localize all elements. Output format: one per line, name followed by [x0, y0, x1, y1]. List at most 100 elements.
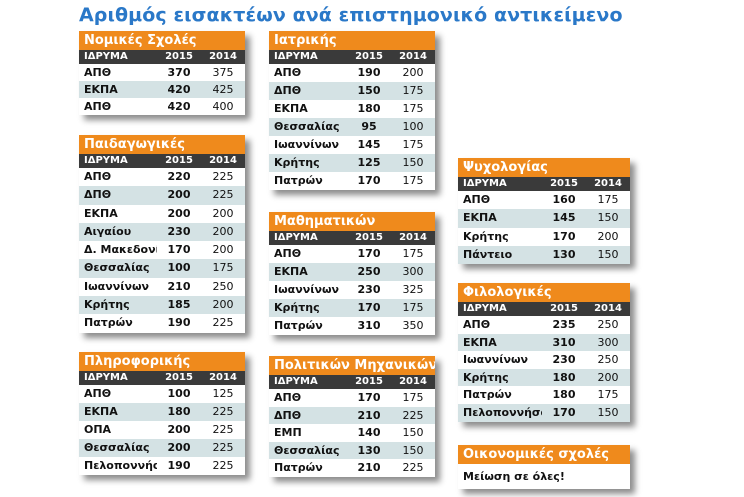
- column-header-row: ΙΔΡΥΜΑ 2015 2014: [269, 231, 435, 245]
- cell-2014: 400: [212, 100, 234, 113]
- table-row: Πατρών 210 225: [269, 459, 435, 477]
- table-row: ΔΠΘ 200 225: [79, 186, 245, 205]
- box-oikonomikes: Οικονομικές σχολές Μείωση σε όλες!: [458, 445, 630, 489]
- table-row: Ιωαννίνων 145 175: [269, 136, 435, 154]
- table-row: Ιωαννίνων 230 250: [458, 351, 630, 369]
- cell-institution: ΑΠΘ: [84, 170, 112, 183]
- table-nomikes: Νομικές Σχολές ΙΔΡΥΜΑ 2015 2014 ΑΠΘ 370 375 ΕΚΠ…: [79, 31, 245, 115]
- table-title: Πολιτικών Μηχανικών: [269, 356, 435, 375]
- cell-2015: 185: [167, 298, 191, 312]
- table-row: ΕΜΠ 140 150: [269, 424, 435, 442]
- cell-institution: Αιγαίου: [84, 224, 132, 238]
- cell-2014: 175: [402, 138, 424, 151]
- cell-institution: Πάντειο: [463, 247, 513, 261]
- cell-institution: Πελοποννήσου: [463, 405, 542, 419]
- cell-2014: 300: [402, 265, 424, 278]
- cell-institution: ΔΠΘ: [274, 84, 302, 97]
- cell-2014: 225: [212, 170, 234, 183]
- column-header-2015: 2015: [355, 376, 383, 387]
- cell-2014: 225: [212, 188, 234, 202]
- cell-institution: Κρήτης: [274, 156, 320, 169]
- cell-2014: 200: [212, 243, 234, 257]
- column-header-2014: 2014: [399, 376, 427, 387]
- cell-2014: 200: [597, 229, 619, 243]
- table-paidagogikes: Παιδαγωγικές ΙΔΡΥΜΑ 2015 2014 ΑΠΘ 220 225 ΔΠΘ 20…: [79, 135, 245, 333]
- cell-institution: Πατρών: [84, 316, 133, 330]
- cell-institution: ΑΠΘ: [463, 318, 491, 331]
- table-iatrikis: Ιατρικής ΙΔΡΥΜΑ 2015 2014 ΑΠΘ 190 200 ΔΠΘ 150 175…: [269, 31, 435, 190]
- table-row: Κρήτης 185 200: [79, 296, 245, 315]
- cell-2015: 210: [167, 279, 191, 293]
- cell-institution: ΔΠΘ: [274, 408, 302, 422]
- cell-2015: 200: [167, 441, 191, 454]
- table-row: Ιωαννίνων 210 250: [79, 278, 245, 296]
- column-header-institution: ΙΔΡΥΜΑ: [274, 232, 318, 243]
- table-row: ΟΠΑ 200 225: [79, 421, 245, 439]
- cell-2014: 225: [402, 408, 424, 422]
- cell-institution: ΕΚΠΑ: [463, 335, 497, 349]
- table-row: Αιγαίου 230 200: [79, 222, 245, 242]
- cell-2015: 190: [167, 459, 191, 472]
- cell-2014: 100: [402, 120, 424, 133]
- cell-institution: ΑΠΘ: [274, 391, 302, 404]
- cell-2014: 200: [212, 298, 234, 312]
- table-row: Κρήτης 170 175: [269, 299, 435, 317]
- table-row: Πάντειο 130 150: [458, 245, 630, 265]
- column-header-2015: 2015: [550, 178, 578, 189]
- cell-institution: ΕΜΠ: [274, 426, 302, 440]
- cell-2014: 175: [402, 247, 424, 260]
- cell-institution: ΑΠΘ: [274, 247, 302, 260]
- table-title: Πληροφορικής: [79, 352, 245, 371]
- cell-2015: 170: [357, 247, 381, 260]
- cell-institution: ΕΚΠΑ: [84, 83, 118, 96]
- cell-institution: Πελοποννήσου: [84, 459, 157, 472]
- cell-2015: 420: [167, 83, 191, 96]
- cell-2015: 180: [167, 405, 191, 418]
- table-row: Κρήτης 180 200: [458, 368, 630, 387]
- cell-institution: ΑΠΘ: [463, 193, 491, 206]
- page-title: Αριθμός εισακτέων ανά επιστημονικό αντικ…: [79, 4, 623, 26]
- table-title: Οικονομικές σχολές: [458, 445, 630, 464]
- cell-2014: 350: [402, 319, 424, 332]
- cell-2015: 190: [357, 66, 381, 79]
- table-filologikes: Φιλολογικές ΙΔΡΥΜΑ 2015 2014 ΑΠΘ 235 250 ΕΚΠΑ 31…: [458, 283, 630, 422]
- table-psychologias: Ψυχολογίας ΙΔΡΥΜΑ 2015 2014 ΑΠΘ 160 175 ΕΚΠΑ 145…: [458, 158, 630, 265]
- cell-institution: Δ. Μακεδονίας: [84, 243, 157, 257]
- cell-2014: 250: [212, 279, 234, 293]
- table-row: Πατρών 190 225: [79, 314, 245, 332]
- cell-2014: 150: [402, 156, 424, 169]
- cell-institution: Ιωαννίνων: [274, 138, 340, 151]
- table-row: ΕΚΠΑ 200 200: [79, 205, 245, 223]
- column-header-2014: 2014: [399, 232, 427, 243]
- column-header-institution: ΙΔΡΥΜΑ: [274, 51, 318, 62]
- table-pliroforikis: Πληροφορικής ΙΔΡΥΜΑ 2015 2014 ΑΠΘ 100 125 ΕΚΠΑ 1…: [79, 352, 245, 475]
- cell-2015: 145: [357, 138, 381, 151]
- table-row: Πελοποννήσου 190 225: [79, 457, 245, 475]
- cell-2014: 225: [212, 423, 234, 436]
- cell-2015: 210: [357, 408, 381, 422]
- cell-2015: 100: [167, 387, 191, 400]
- column-header-row: ΙΔΡΥΜΑ 2015 2014: [458, 302, 630, 316]
- cell-2015: 150: [357, 84, 381, 97]
- cell-2014: 175: [402, 174, 424, 187]
- cell-2015: 220: [167, 170, 191, 183]
- cell-2014: 250: [597, 353, 619, 367]
- cell-2014: 225: [212, 459, 234, 472]
- table-row: Θεσσαλίας 130 150: [269, 441, 435, 460]
- cell-2015: 310: [552, 335, 576, 349]
- table-row: ΕΚΠΑ 145 150: [458, 209, 630, 228]
- cell-2015: 100: [167, 261, 191, 275]
- cell-2015: 180: [357, 102, 381, 115]
- cell-institution: Πατρών: [274, 174, 323, 187]
- note-text: Μείωση σε όλες!: [463, 470, 565, 483]
- cell-2015: 95: [361, 120, 377, 133]
- cell-2014: 425: [212, 83, 234, 96]
- column-header-institution: ΙΔΡΥΜΑ: [463, 303, 507, 314]
- cell-institution: Ιωαννίνων: [463, 353, 529, 367]
- table-title: Φιλολογικές: [458, 283, 630, 302]
- cell-2014: 125: [212, 387, 234, 400]
- cell-2015: 210: [357, 461, 381, 475]
- column-header-2015: 2015: [165, 51, 193, 62]
- cell-2014: 175: [597, 388, 619, 402]
- cell-2014: 225: [212, 405, 234, 418]
